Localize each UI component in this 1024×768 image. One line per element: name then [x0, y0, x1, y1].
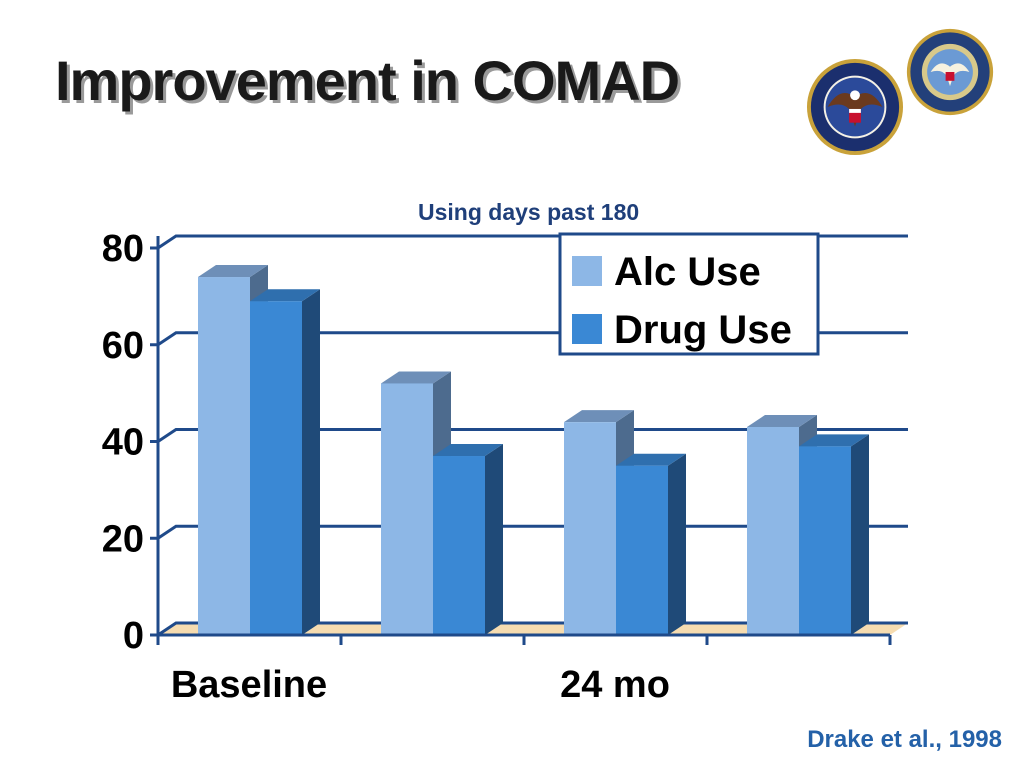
bar-side [485, 444, 503, 635]
chart-subtitle: Using days past 180 [418, 199, 640, 225]
bar-front [198, 277, 250, 635]
bar-drug-use [616, 453, 686, 635]
chart-floor [158, 623, 908, 635]
x-category-label: 24 mo [560, 664, 670, 706]
bar-drug-use [799, 434, 869, 635]
y-tick-label: 20 [102, 518, 144, 560]
department-of-defense-seal-icon [906, 28, 994, 116]
bar-side [668, 453, 686, 635]
bar-front [250, 301, 302, 635]
y-tick-label: 80 [102, 228, 144, 270]
bar-front [747, 426, 799, 635]
gridline [157, 428, 908, 443]
bar-top [799, 434, 869, 447]
legend-label-drug-use: Drug Use [614, 308, 792, 352]
bar-drug-use [250, 289, 320, 635]
legend-box [558, 232, 820, 356]
bar-front [381, 383, 433, 635]
citation: Drake et al., 1998 [807, 726, 1002, 753]
department-of-veterans-affairs-seal-icon [806, 58, 904, 156]
slide-title: Improvement in COMAD [55, 49, 680, 112]
bar-front [564, 422, 616, 635]
bar-top [564, 410, 634, 423]
bar-front [433, 456, 485, 635]
y-tick-label: 60 [102, 325, 144, 367]
legend-label-alc-use: Alc Use [614, 250, 761, 294]
bar-top [747, 414, 817, 427]
bar-side [302, 289, 320, 635]
bar-top [250, 289, 320, 302]
bar-drug-use [433, 444, 503, 635]
y-tick-label: 0 [123, 615, 144, 657]
bar-top [433, 444, 503, 457]
bar-top [381, 371, 451, 384]
x-category-label: Baseline [171, 664, 327, 706]
legend-swatch-drug-use [572, 314, 602, 344]
bar-top [616, 453, 686, 466]
bar-top [198, 265, 268, 278]
bar-front [799, 446, 851, 635]
bar-side [851, 434, 869, 635]
legend-swatch-alc-use [572, 256, 602, 286]
bar-front [616, 465, 668, 635]
y-tick-label: 40 [102, 422, 144, 464]
